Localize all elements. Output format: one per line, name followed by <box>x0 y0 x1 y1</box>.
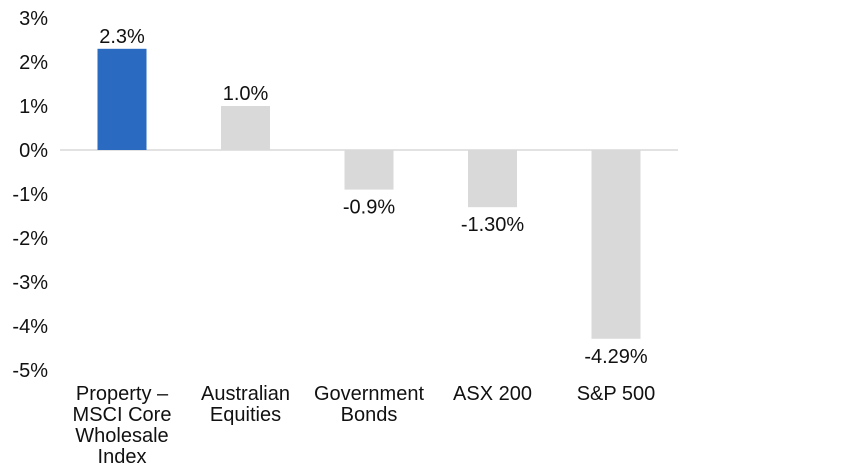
y-tick-label: 1% <box>19 96 48 118</box>
bar <box>344 150 394 190</box>
data-label: -4.29% <box>584 346 648 368</box>
y-tick-label: 0% <box>19 140 48 162</box>
category-label: Property – MSCI Core Wholesale Index <box>73 383 172 468</box>
y-tick-label: -4% <box>12 316 48 338</box>
y-tick-label: -1% <box>12 184 48 206</box>
y-tick-label: 2% <box>19 52 48 74</box>
data-labels: 2.3% 1.0% -0.9% -1.30% -4.29% <box>99 26 648 368</box>
y-tick-label: -3% <box>12 272 48 294</box>
category-label: Government Bonds <box>314 383 424 426</box>
category-label: S&P 500 <box>577 383 656 405</box>
bar <box>97 48 147 150</box>
y-tick-label: -5% <box>12 360 48 382</box>
data-label: -1.30% <box>461 214 525 236</box>
bar <box>468 150 517 208</box>
category-labels: Property – MSCI Core Wholesale Index Austral… <box>73 383 656 468</box>
category-label: ASX 200 <box>453 383 532 405</box>
data-label: -0.9% <box>343 197 395 219</box>
category-label: Australian Equities <box>201 383 290 426</box>
bars <box>97 48 641 339</box>
y-tick-label: -2% <box>12 228 48 250</box>
data-label: 2.3% <box>99 26 145 48</box>
y-tick-label: 3% <box>19 8 48 30</box>
data-label: 1.0% <box>223 83 269 105</box>
bar <box>591 150 641 339</box>
bar <box>221 106 270 150</box>
y-axis: 3% 2% 1% 0% -1% -2% -3% -4% -5% <box>12 8 48 382</box>
